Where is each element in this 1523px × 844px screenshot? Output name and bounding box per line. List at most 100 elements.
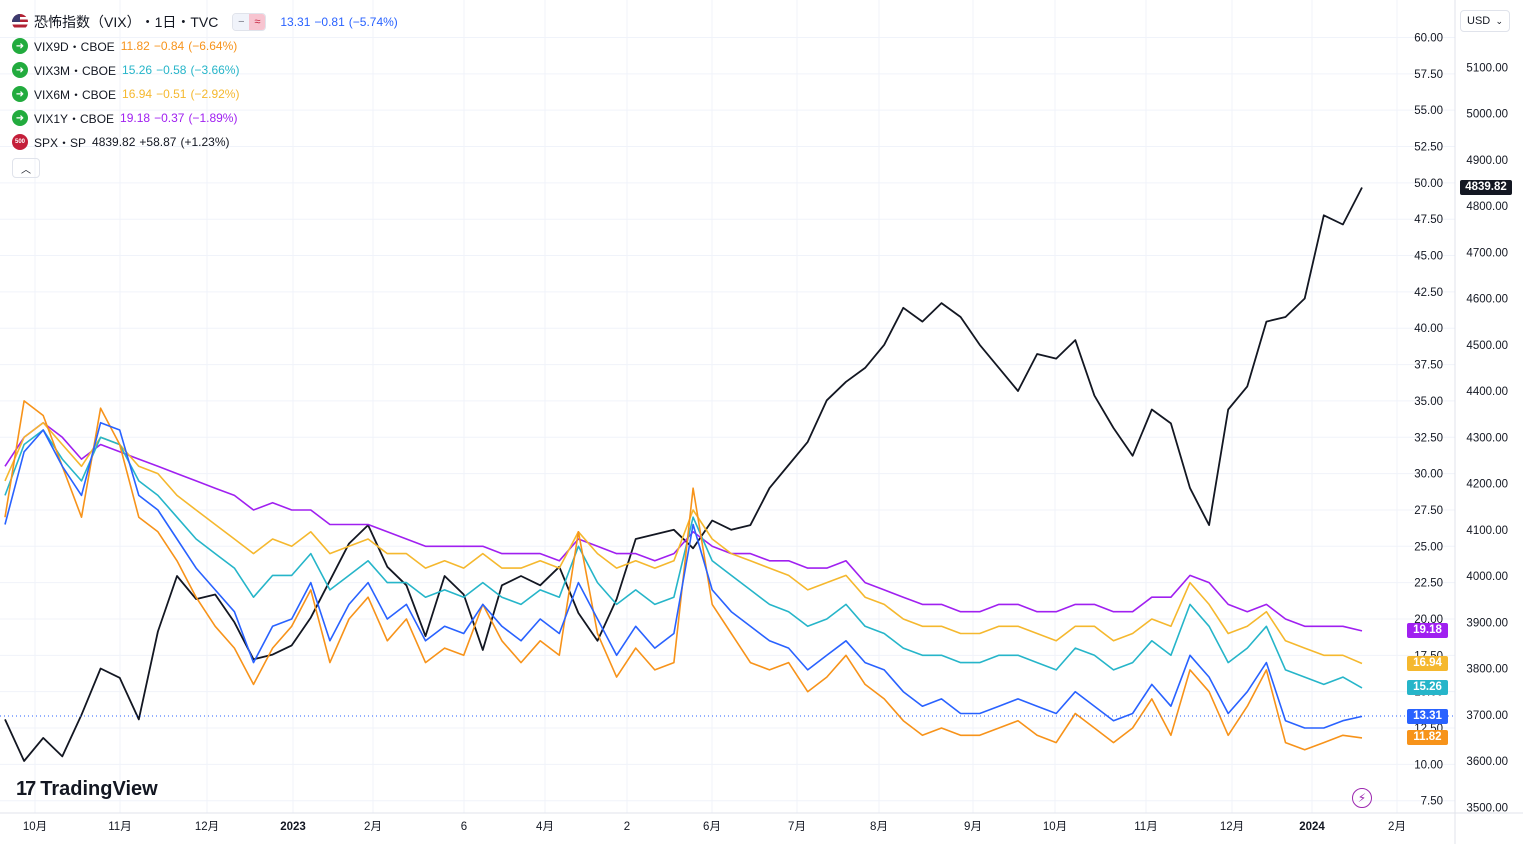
legend-symbol: VIX6M・CBOE <box>34 86 116 103</box>
vix-tick-label: 42.50 <box>1414 287 1443 299</box>
vix-tick-label: 37.50 <box>1414 360 1443 372</box>
legend-change: −0.37 <box>154 111 184 125</box>
time-tick-label: 2024 <box>1299 821 1325 833</box>
vix-tick-label: 35.00 <box>1414 396 1443 408</box>
legend-symbol: VIX3M・CBOE <box>34 62 116 79</box>
spx-tick-label: 4000.00 <box>1466 571 1508 583</box>
vix-tick-label: 50.00 <box>1414 178 1443 190</box>
main-symbol-title[interactable]: 恐怖指数（VIX） <box>34 12 141 32</box>
spx-price-axis: 3500.003600.003700.003800.003900.004000.… <box>1466 62 1508 814</box>
vix-tick-label: 22.50 <box>1414 578 1443 590</box>
legend-main-row[interactable]: 恐怖指数（VIX） ・1日・TVC − ≈ 13.31 −0.81 (−5.74… <box>12 10 398 34</box>
vix-tick-label: 27.50 <box>1414 505 1443 517</box>
vix-tick-label: 32.50 <box>1414 432 1443 444</box>
legend-value: 16.94 <box>122 87 152 101</box>
legend-change-pct: (−1.89%) <box>188 111 237 125</box>
vix-tick-label: 45.00 <box>1414 251 1443 263</box>
time-tick-label: 2月 <box>1388 821 1406 833</box>
legend-change-pct: (−6.64%) <box>188 39 237 53</box>
spx-tick-label: 4300.00 <box>1466 432 1508 444</box>
time-tick-label: 10月 <box>23 821 47 833</box>
collapse-legend-button[interactable]: ︿ <box>12 158 40 178</box>
vix-tick-label: 30.00 <box>1414 469 1443 481</box>
chevron-down-icon: ⌄ <box>1495 16 1503 27</box>
main-change-pct: (−5.74%) <box>349 15 398 29</box>
vix-tick-label: 55.00 <box>1414 105 1443 117</box>
legend-change: −0.58 <box>156 63 186 77</box>
last-value-badge-vix: 13.31 <box>1407 709 1448 724</box>
legend-value: 4839.82 <box>92 135 135 149</box>
legend-change-pct: (−3.66%) <box>190 63 239 77</box>
legend-series-row[interactable]: ➜ VIX1Y・CBOE 19.18 −0.37 (−1.89%) <box>12 106 398 130</box>
time-tick-label: 9月 <box>964 821 982 833</box>
spx-tick-label: 3800.00 <box>1466 664 1508 676</box>
vix-tick-label: 7.50 <box>1421 796 1443 808</box>
legend-series-row[interactable]: ➜ VIX9D・CBOE 11.82 −0.84 (−6.64%) <box>12 34 398 58</box>
time-tick-label: 2月 <box>364 821 382 833</box>
time-tick-label: 12月 <box>1220 821 1244 833</box>
vix-tick-label: 10.00 <box>1414 759 1443 771</box>
us-flag-icon <box>12 14 28 30</box>
currency-select[interactable]: USD ⌄ <box>1460 10 1510 32</box>
legend-value: 11.82 <box>121 39 150 53</box>
spx-tick-label: 4700.00 <box>1466 247 1508 259</box>
series-line-spx <box>5 188 1362 762</box>
time-tick-label: 2 <box>624 821 630 833</box>
vix-tick-label: 25.00 <box>1414 541 1443 553</box>
last-value-badge-vix6m: 16.94 <box>1407 656 1448 671</box>
lightning-icon[interactable]: ⚡ <box>1352 788 1372 808</box>
legend-value: 19.18 <box>120 111 150 125</box>
currency-label: USD <box>1467 15 1490 27</box>
vix-tick-label: 60.00 <box>1414 33 1443 45</box>
series-layer <box>5 188 1362 762</box>
green-arrow-icon: ➜ <box>12 110 28 126</box>
last-value-badge-spx: 4839.82 <box>1460 180 1512 195</box>
legend-change: −0.51 <box>156 87 186 101</box>
legend-change-pct: (+1.23%) <box>180 135 229 149</box>
legend-series-row[interactable]: 500 SPX・SP 4839.82 +58.87 (+1.23%) <box>12 130 398 154</box>
chevron-up-icon: ︿ <box>21 161 31 176</box>
series-line-vix3m <box>5 430 1362 688</box>
green-arrow-icon: ➜ <box>12 38 28 54</box>
time-tick-label: 8月 <box>870 821 888 833</box>
time-tick-label: 12月 <box>195 821 219 833</box>
spx-tick-label: 4900.00 <box>1466 155 1508 167</box>
spx-tick-label: 4200.00 <box>1466 479 1508 491</box>
sp500-icon: 500 <box>12 134 28 150</box>
spx-tick-label: 3600.00 <box>1466 756 1508 768</box>
time-tick-label: 4月 <box>536 821 554 833</box>
spx-tick-label: 5000.00 <box>1466 109 1508 121</box>
time-tick-label: 7月 <box>788 821 806 833</box>
spx-tick-label: 4100.00 <box>1466 525 1508 537</box>
legend-series-row[interactable]: ➜ VIX3M・CBOE 15.26 −0.58 (−3.66%) <box>12 58 398 82</box>
time-tick-label: 6月 <box>703 821 721 833</box>
last-value-badge-vix9d: 11.82 <box>1407 730 1448 745</box>
last-value-badge-vix3m: 15.26 <box>1407 680 1448 695</box>
compare-toggle[interactable]: − ≈ <box>232 13 266 31</box>
legend-series-row[interactable]: ➜ VIX6M・CBOE 16.94 −0.51 (−2.92%) <box>12 82 398 106</box>
legend: 恐怖指数（VIX） ・1日・TVC − ≈ 13.31 −0.81 (−5.74… <box>12 10 398 178</box>
vix-tick-label: 40.00 <box>1414 323 1443 335</box>
vix-tick-label: 47.50 <box>1414 214 1443 226</box>
main-symbol-interval: ・1日・TVC <box>141 12 219 32</box>
spx-tick-label: 4800.00 <box>1466 201 1508 213</box>
tradingview-logo: 17 TradingView <box>16 778 158 801</box>
spx-tick-label: 5100.00 <box>1466 62 1508 74</box>
spx-tick-label: 3700.00 <box>1466 710 1508 722</box>
time-tick-label: 6 <box>461 821 467 833</box>
legend-change: −0.84 <box>154 39 184 53</box>
brand-text: TradingView <box>40 778 157 801</box>
time-tick-label: 11月 <box>108 821 131 833</box>
legend-change-pct: (−2.92%) <box>190 87 239 101</box>
time-tick-label: 2023 <box>280 821 306 833</box>
main-value: 13.31 <box>280 15 310 29</box>
spx-tick-label: 4600.00 <box>1466 294 1508 306</box>
green-arrow-icon: ➜ <box>12 62 28 78</box>
spx-tick-label: 4500.00 <box>1466 340 1508 352</box>
legend-symbol: VIX9D・CBOE <box>34 38 115 55</box>
last-value-badge-vix1y: 19.18 <box>1407 623 1448 638</box>
time-tick-label: 11月 <box>1134 821 1157 833</box>
vix-tick-label: 52.50 <box>1414 142 1443 154</box>
main-change: −0.81 <box>314 15 344 29</box>
spx-tick-label: 3900.00 <box>1466 617 1508 629</box>
